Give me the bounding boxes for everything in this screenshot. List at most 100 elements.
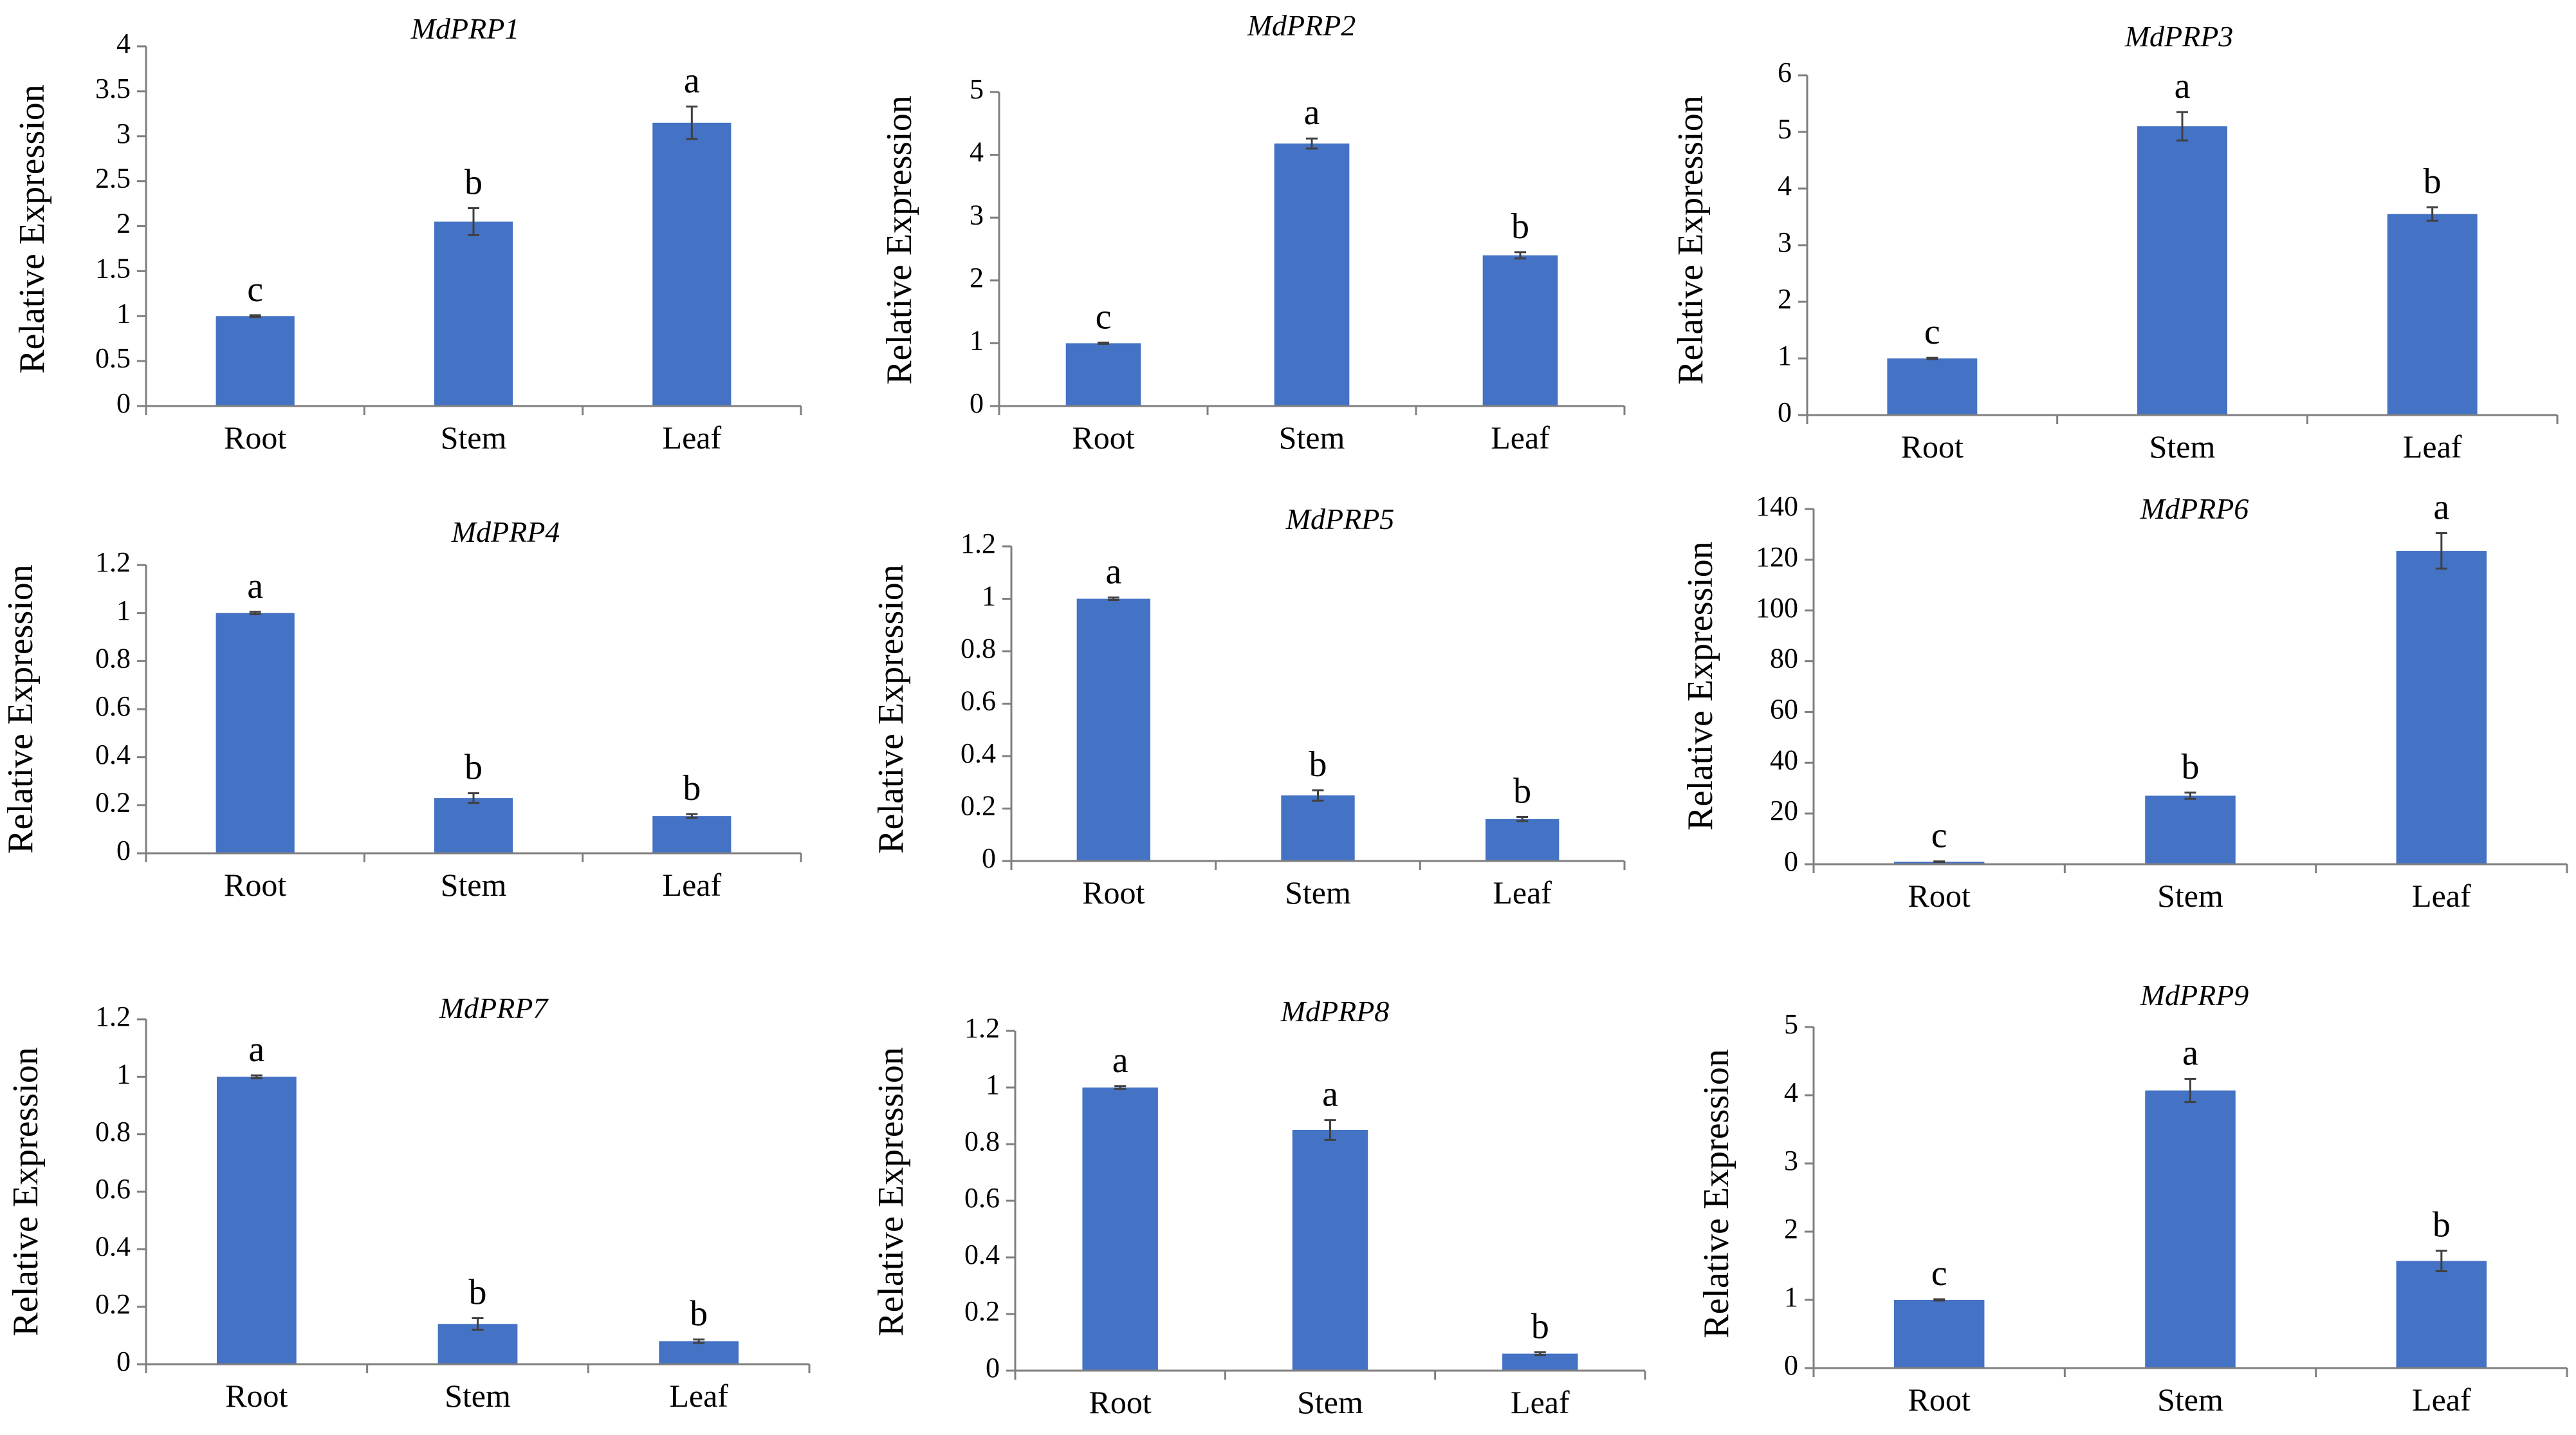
y-axis-label: Relative Expression [871,564,911,853]
category-label: Stem [445,1378,511,1414]
y-axis-label: Relative Expression [1,564,41,853]
y-tick-label: 60 [1770,694,1798,725]
significance-letter: b [2433,1205,2451,1245]
category-label: Leaf [2412,878,2471,914]
y-tick-label: 0.8 [95,1116,131,1147]
significance-letter: a [247,566,263,606]
error-bar [2435,532,2447,570]
category-label: Leaf [1491,420,1550,456]
y-tick-label: 0.8 [95,642,131,674]
chart-title: MdPRP7 [439,992,549,1024]
y-tick-label: 100 [1756,592,1798,624]
category-label: Stem [441,420,507,456]
chart-title: MdPRP6 [2140,492,2249,525]
y-tick-label: 0.2 [95,786,131,818]
y-tick-label: 1.2 [961,528,996,559]
chart-panel-1: MdPRP1 Relative Expression c Root b Stem a Leaf… [12,12,802,456]
significance-letter: a [1322,1075,1338,1115]
significance-letter: c [1931,816,1947,856]
y-tick-label: 5 [1784,1008,1798,1040]
error-bar [1514,251,1526,260]
chart-panel-8: MdPRP8 Relative Expression a Root a Stem b Leaf… [871,995,1646,1420]
y-tick-label: 1.2 [964,1012,1000,1044]
error-bar [2184,1078,2196,1104]
significance-letter: a [2182,1033,2198,1073]
y-tick-label: 1 [970,324,984,356]
category-label: Leaf [1511,1384,1570,1420]
error-bar [686,106,698,140]
chart-panel-9: MdPRP9 Relative Expression c Root a Stem b Leaf… [1697,979,2568,1418]
significance-letter: b [2182,747,2200,787]
significance-letter: b [683,768,701,808]
error-bar [1107,596,1119,602]
y-tick-label: 0.4 [964,1239,1000,1270]
significance-letter: a [1112,1041,1128,1080]
y-tick-label: 0 [1778,396,1792,428]
y-axis-label: Relative Expression [1671,95,1711,384]
bar-stem [1281,795,1355,861]
y-tick-label: 1.2 [95,546,131,578]
category-label: Stem [441,867,507,903]
y-axis-label: Relative Expression [6,1047,46,1336]
significance-letter: c [1931,1254,1947,1293]
chart-title: MdPRP9 [2140,979,2249,1012]
category-label: Root [1082,875,1145,911]
bar-leaf [1485,819,1559,861]
y-tick-label: 120 [1756,541,1798,573]
y-axis-label: Relative Expression [1680,541,1720,830]
category-label: Leaf [2412,1382,2471,1418]
bar-leaf [652,122,731,406]
y-tick-label: 20 [1770,795,1798,826]
bar-leaf [652,816,731,853]
significance-letter: a [2175,66,2191,106]
y-tick-label: 5 [970,73,984,105]
significance-letter: c [1096,297,1112,337]
y-tick-label: 0 [986,1352,1000,1384]
error-bar [468,792,479,804]
y-tick-label: 2 [116,208,131,239]
chart-panel-5: MdPRP5 Relative Expression a Root b Stem b Leaf… [871,503,1626,911]
category-label: Leaf [2403,429,2462,465]
chart-title: MdPRP3 [2124,20,2234,53]
y-tick-label: 0.6 [95,1173,131,1205]
error-bar [468,207,479,236]
chart-title: MdPRP4 [451,515,560,548]
significance-letter: b [2424,162,2442,201]
category-label: Root [225,1378,288,1414]
y-tick-label: 0 [116,1346,131,1377]
y-tick-label: 0.4 [95,739,131,770]
y-tick-label: 0.6 [964,1182,1000,1214]
significance-letter: b [465,748,483,788]
significance-letter: a [2433,487,2449,527]
significance-letter: c [1924,312,1940,352]
bar-stem [434,221,513,406]
y-axis-label: Relative Expression [879,95,919,384]
significance-letter: a [1105,551,1121,591]
category-label: Stem [1297,1384,1363,1420]
y-tick-label: 3 [116,118,131,149]
significance-letter: b [1531,1306,1549,1346]
significance-letter: b [690,1294,708,1334]
y-tick-label: 0.8 [964,1125,1000,1157]
y-tick-label: 40 [1770,744,1798,775]
bar-root [1082,1088,1158,1371]
category-label: Root [1089,1384,1152,1420]
y-tick-label: 1 [116,595,131,626]
error-bar [2184,792,2196,800]
error-bar [1926,356,1938,360]
error-bar [1306,137,1318,150]
significance-letter: a [1304,93,1320,133]
y-tick-label: 140 [1756,490,1798,522]
y-tick-label: 0.8 [961,633,996,664]
y-tick-label: 1 [982,580,996,612]
bar-root [216,316,295,406]
y-tick-label: 2 [1778,283,1792,315]
y-axis-label: Relative Expression [1697,1049,1736,1338]
error-bar [693,1338,705,1344]
y-tick-label: 0 [116,387,131,419]
y-tick-label: 0.4 [95,1230,131,1262]
bar-leaf [2396,551,2487,864]
y-tick-label: 1 [1778,340,1792,371]
y-tick-label: 1 [986,1069,1000,1100]
